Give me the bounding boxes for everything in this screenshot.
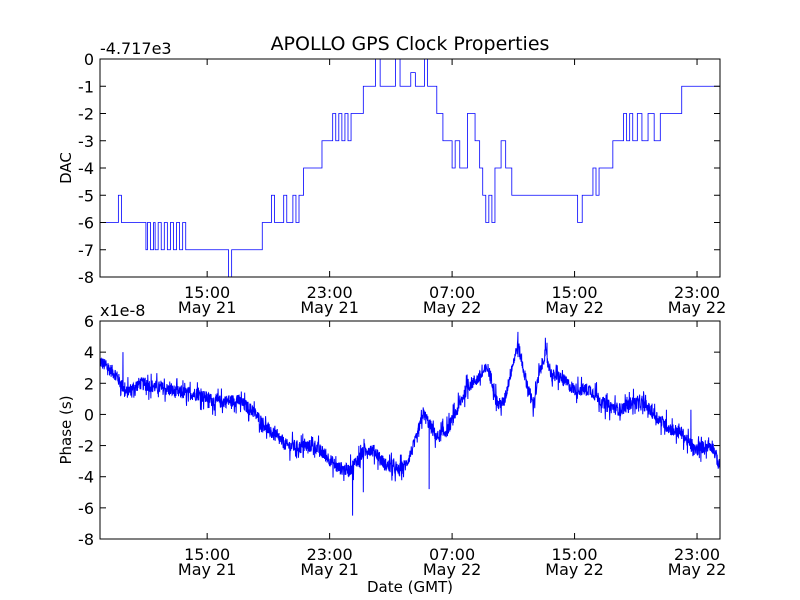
phase-ytick-label: -8 [78, 530, 94, 549]
phase-offset-label: x1e-8 [100, 301, 145, 320]
phase-series-line [99, 331, 721, 516]
dac-xtick-time-label: 15:00 [552, 283, 598, 302]
phase-ytick-label: 4 [84, 343, 94, 362]
dac-ytick-label: -6 [78, 214, 94, 233]
phase-ytick-label: 2 [84, 374, 94, 393]
phase-xtick-time-label: 23:00 [307, 545, 353, 564]
dac-xtick-time-label: 23:00 [674, 283, 720, 302]
dac-ytick-label: 0 [84, 50, 94, 69]
phase-ytick-label: 0 [84, 405, 94, 424]
phase-xtick-date-label: May 22 [423, 560, 482, 579]
dac-xtick-date-label: May 22 [668, 298, 727, 317]
phase-xtick-time-label: 07:00 [429, 545, 475, 564]
phase-plot-frame [99, 320, 721, 540]
phase-xtick-date-label: May 22 [545, 560, 604, 579]
dac-ytick-label: -2 [78, 105, 94, 124]
phase-xtick-date-label: May 22 [668, 560, 727, 579]
dac-xtick-date-label: May 21 [178, 298, 237, 317]
phase-xtick-date-label: May 21 [300, 560, 359, 579]
dac-offset-label: -4.717e3 [100, 39, 172, 58]
dac-ytick-label: -7 [78, 241, 94, 260]
dac-ytick-label: -8 [78, 268, 94, 287]
phase-ytick-label: -4 [78, 468, 94, 487]
phase-xtick-date-label: May 21 [178, 560, 237, 579]
phase-xtick-time-label: 15:00 [552, 545, 598, 564]
phase-ytick-label: -2 [78, 437, 94, 456]
dac-xtick-date-label: May 22 [423, 298, 482, 317]
phase-ytick-label: 6 [84, 312, 94, 331]
dac-xtick-time-label: 07:00 [429, 283, 475, 302]
dac-xtick-time-label: 15:00 [184, 283, 230, 302]
dac-xtick-time-label: 23:00 [307, 283, 353, 302]
phase-xtick-time-label: 23:00 [674, 545, 720, 564]
chart-title: APOLLO GPS Clock Properties [271, 33, 550, 55]
phase-xtick-time-label: 15:00 [184, 545, 230, 564]
dac-xtick-date-label: May 21 [300, 298, 359, 317]
dac-ytick-label: -5 [78, 186, 94, 205]
dac-ytick-label: -3 [78, 132, 94, 151]
dac-xtick-date-label: May 22 [545, 298, 604, 317]
dac-ytick-label: -4 [78, 159, 94, 178]
dac-ytick-label: -1 [78, 77, 94, 96]
phase-ytick-label: -6 [78, 499, 94, 518]
phase-y-axis-label: Phase (s) [57, 395, 75, 464]
phase-x-axis-label: Date (GMT) [367, 578, 453, 596]
dac-y-axis-label: DAC [57, 152, 75, 184]
